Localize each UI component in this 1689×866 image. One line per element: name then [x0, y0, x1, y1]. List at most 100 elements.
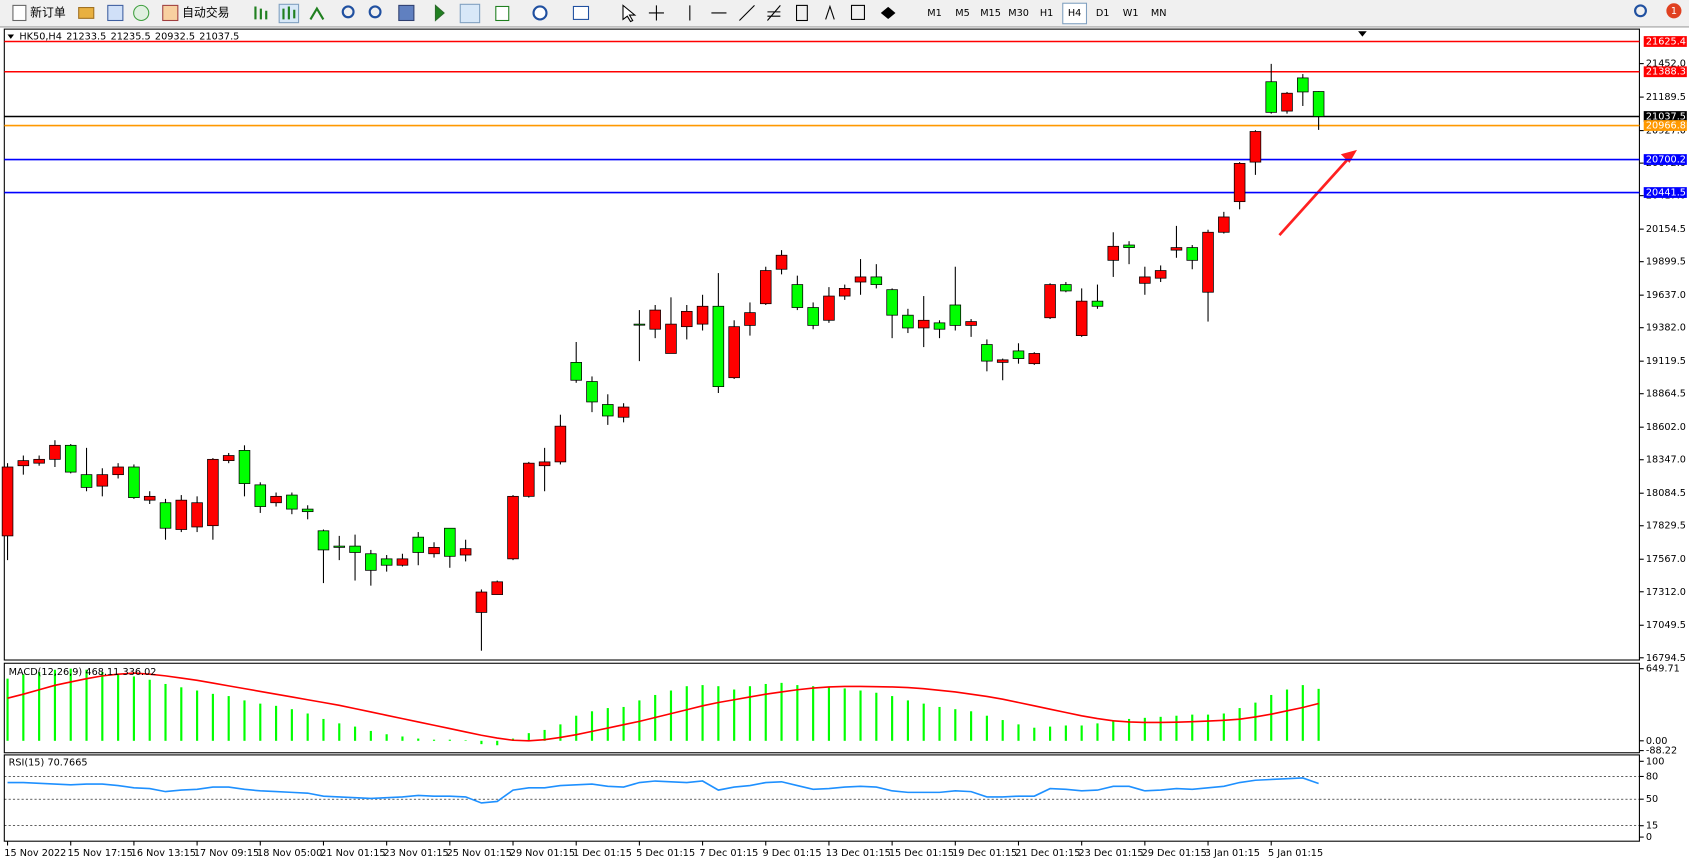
x-tick-label: 19 Dec 01:15 [952, 848, 1017, 859]
x-tick-label: 9 Dec 01:15 [763, 848, 822, 859]
timeframe[interactable]: H4 [1068, 8, 1081, 19]
candle-body [80, 474, 93, 488]
macd-bar [211, 693, 214, 741]
header-low: 20932.5 [155, 32, 195, 43]
icon[interactable] [880, 6, 896, 20]
macd-bar [906, 700, 909, 741]
y-tick-label: 17829.5 [1646, 521, 1686, 532]
x-tick-label: 5 Jan 01:15 [1268, 848, 1323, 859]
icon[interactable] [795, 4, 808, 22]
rsi-label: RSI(15) 70.7665 [9, 757, 88, 768]
header-open: 21233.5 [66, 32, 106, 43]
level-tag [1643, 36, 1687, 47]
macd-bar [1080, 725, 1083, 741]
macd-bar [527, 733, 530, 741]
timeframe[interactable]: M1 [927, 8, 942, 19]
icon[interactable] [850, 4, 865, 20]
notification-badge[interactable] [1666, 3, 1682, 19]
timeframe[interactable]: M5 [955, 8, 970, 19]
rsi-line [7, 777, 1319, 804]
candle-body [712, 305, 725, 388]
macd-bar [1301, 685, 1304, 741]
candle-body [886, 289, 898, 316]
x-tick-label: 17 Nov 09:15 [194, 848, 259, 859]
candle-body [1202, 231, 1214, 293]
candle-body [1233, 163, 1246, 203]
icon[interactable] [282, 6, 296, 20]
icon[interactable] [133, 4, 150, 22]
search[interactable] [1634, 4, 1647, 18]
timeframe[interactable]: MN [1151, 8, 1167, 19]
indicator-name: RSI(15) [9, 757, 45, 768]
macd-bar [180, 687, 183, 741]
macd-bar [733, 689, 736, 741]
candle-body [365, 553, 377, 571]
timeframe[interactable]: D1 [1096, 8, 1110, 19]
icon[interactable] [78, 7, 95, 19]
macd-bar [748, 686, 752, 741]
y-tick-label: 100 [1646, 756, 1664, 767]
x-tick-label: 23 Nov 01:15 [383, 848, 448, 859]
icon[interactable] [767, 5, 781, 21]
y-tick-label: 0.00 [1646, 736, 1668, 747]
x-tick-label: 29 Dec 01:15 [1142, 848, 1207, 859]
level-label: 20441.5 [1646, 188, 1686, 199]
candle-body [1170, 247, 1183, 251]
macd-bar [6, 678, 9, 741]
icon[interactable] [434, 4, 445, 22]
candle-body [965, 321, 977, 326]
candle-body [412, 536, 425, 553]
new-order[interactable]: 新订单 [30, 5, 66, 19]
candle-body [523, 462, 535, 497]
auto-trade[interactable]: 自动交易 [182, 5, 229, 19]
macd-bar [875, 692, 878, 741]
candle-body [728, 326, 740, 379]
macd-bar [1049, 726, 1052, 741]
icon[interactable] [107, 4, 124, 22]
x-tick-label: 5 Dec 01:15 [636, 848, 695, 859]
y-tick-label: 17049.5 [1646, 620, 1686, 631]
y-tick-label: 18602.0 [1646, 422, 1686, 433]
icon[interactable] [398, 4, 415, 22]
icon[interactable] [459, 3, 481, 24]
candle-body [444, 527, 456, 557]
level-tag [1643, 66, 1687, 78]
crosshair[interactable] [648, 5, 664, 21]
macd-bar [196, 690, 199, 741]
level-tag [1643, 111, 1687, 122]
new-order-icon[interactable] [12, 4, 27, 22]
macd-bar [132, 676, 135, 741]
header-high: 21235.5 [111, 32, 151, 43]
timeframe[interactable]: M30 [1008, 8, 1029, 19]
timeframe[interactable]: H1 [1040, 8, 1053, 19]
icon[interactable] [572, 5, 590, 20]
candle-body [633, 323, 646, 326]
y-tick-label: 18347.0 [1646, 455, 1686, 466]
icon[interactable] [254, 6, 268, 20]
zoom-out[interactable] [368, 5, 382, 19]
candle-body [96, 474, 109, 487]
macd-bar [1175, 715, 1178, 741]
icon[interactable] [309, 6, 325, 20]
timeframe[interactable]: W1 [1123, 8, 1139, 19]
y-tick-label: 18084.5 [1646, 488, 1686, 499]
macd-bar [669, 690, 673, 741]
candle-body [586, 381, 598, 403]
icon[interactable] [825, 4, 835, 20]
icon[interactable] [495, 5, 510, 22]
timeframe[interactable]: M15 [980, 8, 1001, 19]
zoom-in[interactable] [341, 5, 355, 19]
candle-body [759, 270, 772, 305]
macd-bar [1127, 718, 1131, 741]
icon[interactable] [532, 5, 548, 21]
cursor[interactable] [622, 4, 637, 23]
rsi-value: 70.7665 [47, 757, 87, 768]
x-tick-label: 13 Dec 01:15 [826, 848, 891, 859]
macd-label: MACD(12,26,9) 468.11 336.02 [9, 667, 157, 678]
icon[interactable] [689, 5, 755, 21]
macd-bar [322, 718, 325, 741]
auto-trade-icon[interactable] [162, 4, 179, 22]
macd-bar [259, 703, 262, 741]
candle-body [996, 359, 1009, 363]
